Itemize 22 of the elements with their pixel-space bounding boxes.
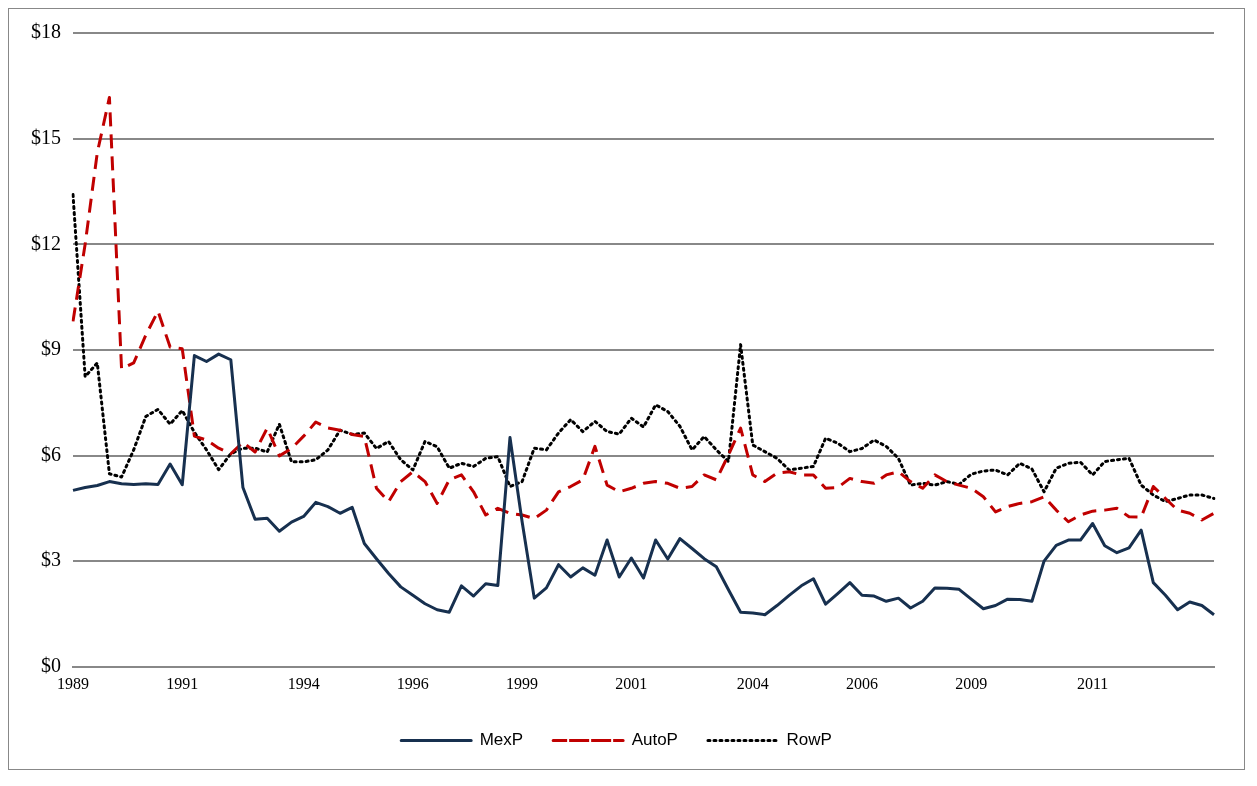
y-tick-label: $0 [41,654,61,677]
x-tick-label: 2011 [1076,674,1109,692]
x-tick-label: 1991 [166,674,199,692]
x-tick-label: 2006 [845,674,878,692]
legend-label: RowP [786,730,832,750]
y-tick-label: $9 [41,337,61,360]
x-tick-label: 2009 [955,674,988,692]
x-tick-label: 1994 [287,674,320,692]
line-series [71,95,1216,524]
y-tick-label: $6 [41,442,61,465]
y-tick-label: $18 [31,20,61,43]
y-tick-label: $12 [31,231,61,254]
x-tick-label: 2004 [736,674,769,692]
y-tick-label: $3 [41,548,61,571]
y-tick-label: $15 [31,125,61,148]
legend-label: AutoP [631,730,678,750]
legend-label: MexP [479,730,524,750]
x-tick-label: 1996 [396,674,429,692]
x-tick-label: 1999 [506,674,539,692]
x-tick-label: 2001 [615,674,648,692]
line-series [71,193,1216,504]
x-tick-label: 1989 [57,674,89,692]
